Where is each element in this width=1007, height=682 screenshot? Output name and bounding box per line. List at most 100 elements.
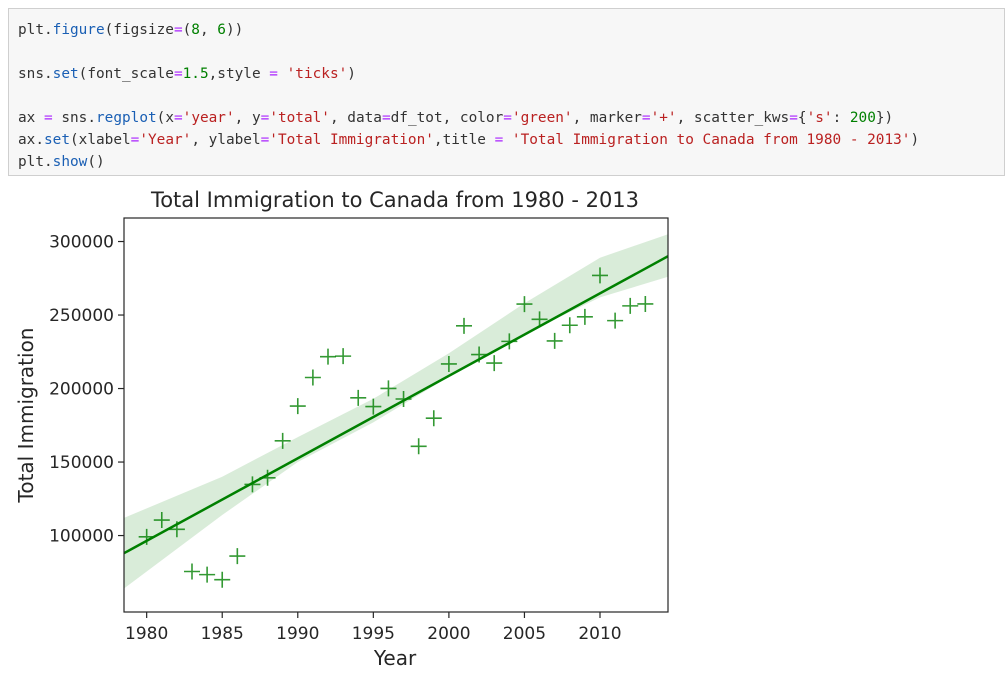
code-token: figure xyxy=(52,22,105,38)
scatter-point xyxy=(622,297,639,314)
x-tick-label: 1990 xyxy=(276,624,319,644)
scatter-point xyxy=(440,355,457,372)
code-line: plt.figure(figsize=(8, 6)) xyxy=(18,19,919,41)
code-token: ) xyxy=(910,132,920,148)
code-token: )) xyxy=(225,22,244,38)
code-line: sns.set(font_scale=1.5,style = 'ticks') xyxy=(18,63,919,85)
scatter-point xyxy=(395,390,412,407)
regression-line xyxy=(124,255,668,555)
scatter-point xyxy=(576,308,593,325)
scatter-point xyxy=(380,380,397,397)
code-line: ax = sns.regplot(x='year', y='total', da… xyxy=(18,107,919,129)
chart-title: Total Immigration to Canada from 1980 - … xyxy=(150,188,639,212)
scatter-point xyxy=(214,571,231,588)
scatter-point xyxy=(335,348,352,365)
x-tick-label: 2005 xyxy=(503,624,546,644)
code-token: df_tot, color xyxy=(390,110,504,126)
code-token: () xyxy=(87,154,105,170)
scatter-points-layer xyxy=(138,267,654,588)
code-token: ( xyxy=(182,22,192,38)
scatter-point xyxy=(592,267,608,284)
code-token: = xyxy=(494,132,504,148)
code-token: plt. xyxy=(18,22,53,38)
code-token: = xyxy=(260,110,270,126)
code-token: = xyxy=(381,110,391,126)
code-token: , y xyxy=(234,110,261,126)
scatter-point xyxy=(153,512,170,529)
code-token: (xlabel xyxy=(70,132,131,148)
x-tick-label: 1995 xyxy=(352,624,395,644)
regression-line-layer xyxy=(124,255,668,555)
x-tick-label: 1985 xyxy=(201,624,244,644)
code-token: plt. xyxy=(18,154,53,170)
code-token: = xyxy=(503,110,512,126)
code-token xyxy=(503,132,512,148)
scatter-point xyxy=(471,346,488,363)
code-token: , scatter_kws xyxy=(676,110,790,126)
code-token: 'Total Immigration' xyxy=(269,132,434,148)
code-token: sns. xyxy=(18,66,53,82)
scatter-point xyxy=(546,332,563,349)
code-token: : xyxy=(832,110,850,126)
confidence-band-layer xyxy=(124,234,668,589)
plot-frame xyxy=(123,217,669,613)
code-token: (font_scale xyxy=(78,66,174,82)
y-tick-label: 200000 xyxy=(49,380,114,400)
scatter-point xyxy=(456,317,472,334)
scatter-point xyxy=(425,410,442,427)
scatter-point xyxy=(138,528,155,545)
regression-chart: Total Immigration to Canada from 1980 - … xyxy=(14,188,669,670)
code-token: 'total' xyxy=(269,110,330,126)
y-tick-label: 150000 xyxy=(49,453,114,473)
code-token: , ylabel xyxy=(191,132,261,148)
code-token: 'Year' xyxy=(139,132,192,148)
code-editor[interactable]: plt.figure(figsize=(8, 6)) sns.set(font_s… xyxy=(18,19,919,173)
scatter-point xyxy=(607,312,624,329)
code-token: = xyxy=(269,66,278,82)
code-line xyxy=(18,41,919,63)
code-line xyxy=(18,85,919,107)
x-tick-label: 2000 xyxy=(427,624,470,644)
scatter-point xyxy=(289,398,306,415)
code-token: ,style xyxy=(208,66,270,82)
code-token: 200 xyxy=(849,110,876,126)
scatter-point xyxy=(184,563,200,580)
scatter-point xyxy=(350,389,367,406)
code-token: , xyxy=(199,22,218,38)
x-tick-label: 1980 xyxy=(125,624,168,644)
scatter-point xyxy=(637,295,654,312)
code-token: regplot xyxy=(96,110,157,126)
code-line: plt.show() xyxy=(18,151,919,173)
code-token: '+' xyxy=(650,110,677,126)
scatter-point xyxy=(259,469,276,486)
code-token: ,title xyxy=(433,132,495,148)
code-token: = xyxy=(641,110,651,126)
code-token: set xyxy=(44,132,70,148)
code-token: }) xyxy=(875,110,894,126)
x-axis-label: Year xyxy=(373,646,417,670)
code-token: ax. xyxy=(18,132,44,148)
code-token: , data xyxy=(329,110,382,126)
scatter-point xyxy=(229,548,246,565)
y-axis-ticks: 100000 150000 200000 250000 300000 xyxy=(49,233,124,547)
code-token: = xyxy=(44,110,53,126)
confidence-band xyxy=(124,234,668,589)
scatter-point xyxy=(304,369,321,386)
scatter-point xyxy=(274,432,291,449)
scatter-point xyxy=(244,476,261,493)
code-cell[interactable]: plt.figure(figsize=(8, 6)) sns.set(font_s… xyxy=(8,8,1005,176)
scatter-point xyxy=(365,398,382,415)
code-token: ax xyxy=(18,110,44,126)
code-token: ) xyxy=(347,66,356,82)
code-line: ax.set(xlabel='Year', ylabel='Total Immi… xyxy=(18,129,919,151)
code-token: = xyxy=(130,132,140,148)
scatter-point xyxy=(486,355,503,372)
scatter-point xyxy=(320,348,336,365)
code-token: = xyxy=(173,66,183,82)
code-token: show xyxy=(52,154,88,170)
code-token: 8 xyxy=(191,22,200,38)
output-area: Total Immigration to Canada from 1980 - … xyxy=(0,178,1007,678)
code-token: , marker xyxy=(572,110,642,126)
x-tick-label: 2010 xyxy=(578,624,621,644)
code-token: = xyxy=(260,132,270,148)
